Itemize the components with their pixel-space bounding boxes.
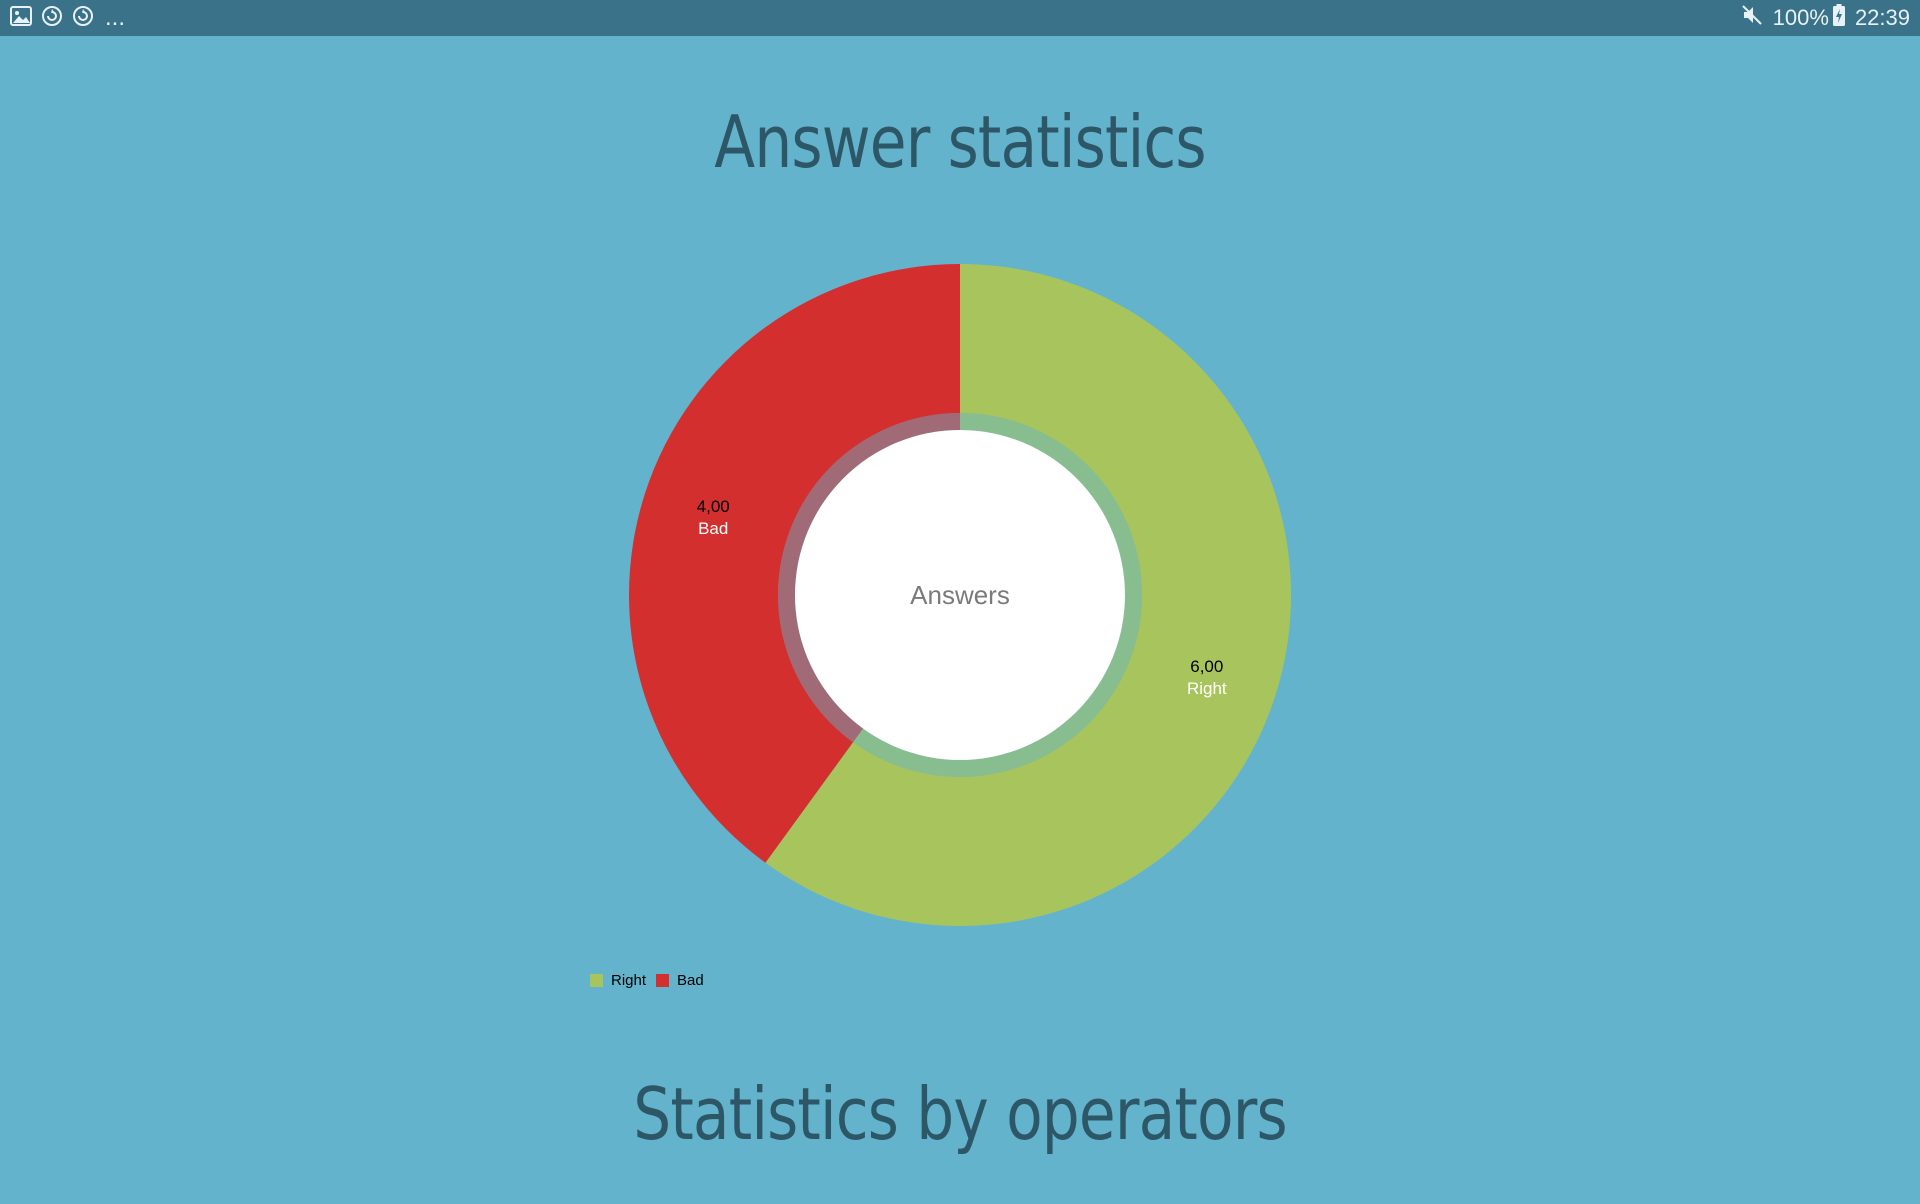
- slice-name-label-right: Right: [1187, 679, 1227, 698]
- sync-icon: [72, 5, 94, 31]
- legend-item-bad[interactable]: Bad: [656, 972, 704, 989]
- image-icon: [10, 6, 32, 30]
- slice-value-label-bad: 4,00: [697, 497, 730, 516]
- slice-bad[interactable]: [629, 264, 960, 863]
- sync-icon: [41, 5, 63, 31]
- status-bar: ... 100% 22:39: [0, 0, 1920, 36]
- more-notifications-indicator: ...: [105, 4, 126, 31]
- legend-label-right: Right: [611, 972, 647, 989]
- system-status: 100% 22:39: [1741, 4, 1910, 32]
- battery-charging-icon: [1832, 4, 1845, 32]
- slice-inner-ring-right: [853, 413, 1143, 777]
- slice-inner-ring-bad: [778, 413, 960, 743]
- legend-swatch-right: [590, 974, 603, 987]
- legend-item-right[interactable]: Right: [590, 972, 646, 989]
- statistics-by-operators-title: Statistics by operators: [633, 1072, 1287, 1156]
- chart-legend: Right Bad: [590, 972, 706, 989]
- speaker-muted-icon: [1741, 4, 1763, 32]
- slice-name-label-bad: Bad: [698, 519, 728, 538]
- answer-statistics-title: Answer statistics: [714, 100, 1206, 184]
- battery-percent: 100%: [1772, 5, 1829, 30]
- slice-right[interactable]: [765, 264, 1291, 926]
- donut-center-text: Answers: [910, 580, 1010, 610]
- donut-hole: [795, 430, 1125, 760]
- notification-icons: ...: [10, 4, 126, 31]
- legend-label-bad: Bad: [677, 972, 704, 989]
- legend-swatch-bad: [656, 974, 670, 987]
- clock: 22:39: [1854, 5, 1910, 30]
- slice-value-label-right: 6,00: [1190, 657, 1223, 676]
